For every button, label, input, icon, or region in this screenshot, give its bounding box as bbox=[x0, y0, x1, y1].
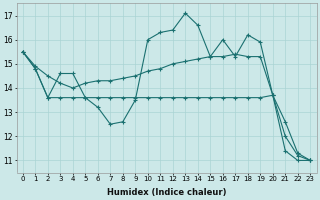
X-axis label: Humidex (Indice chaleur): Humidex (Indice chaleur) bbox=[107, 188, 226, 197]
